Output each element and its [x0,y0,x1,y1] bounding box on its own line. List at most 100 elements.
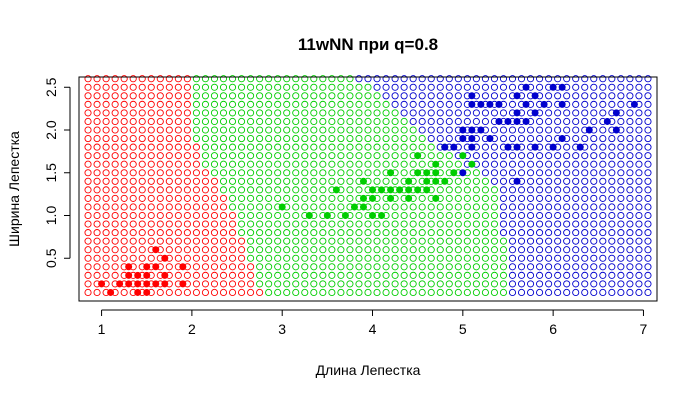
grid-cell-versicolor [292,194,300,202]
grid-cell-virginica [599,271,607,279]
grid-cell-virginica [572,280,580,288]
grid-cell-setosa [84,211,92,220]
grid-cell-virginica [508,254,517,262]
training-point-virginica [450,143,458,151]
grid-cell-setosa [138,135,146,143]
grid-cell-setosa [111,109,119,117]
grid-cell-setosa [93,75,101,83]
grid-cell-versicolor [463,186,471,194]
grid-cell-virginica [391,100,399,108]
grid-cell-versicolor [228,83,237,91]
x-tick-label: 2 [188,321,196,337]
grid-cell-versicolor [454,246,462,254]
grid-cell-virginica [599,211,607,220]
grid-cell-virginica [626,271,634,279]
grid-cell-virginica [536,271,544,279]
grid-cell-virginica [545,109,553,117]
grid-cell-setosa [147,203,155,211]
grid-cell-setosa [147,143,155,151]
grid-cell-versicolor [219,126,228,134]
grid-cell-versicolor [337,169,345,177]
grid-cell-virginica [508,220,517,228]
grid-cell-versicolor [355,211,363,220]
training-point-setosa [161,280,169,288]
grid-cell-setosa [84,177,92,185]
grid-cell-virginica [635,117,643,126]
grid-cell-setosa [192,177,200,185]
grid-cell-versicolor [247,194,255,202]
grid-cell-virginica [527,246,535,254]
grid-cell-setosa [174,83,182,91]
grid-cell-virginica [644,186,652,194]
grid-cell-setosa [93,237,101,245]
grid-cell-versicolor [364,152,372,160]
grid-cell-virginica [635,237,643,245]
grid-cell-virginica [644,229,652,237]
grid-cell-setosa [129,246,137,254]
grid-cell-versicolor [373,135,381,143]
grid-cell-virginica [454,109,462,117]
grid-cell-versicolor [391,211,399,220]
grid-cell-virginica [490,152,498,160]
grid-cell-virginica [536,229,544,237]
grid-cell-versicolor [463,220,471,228]
grid-cell-versicolor [219,92,228,100]
grid-cell-virginica [590,152,598,160]
grid-cell-versicolor [328,194,336,202]
grid-cell-virginica [545,152,553,160]
y-tick-label: 2.5 [43,77,59,97]
grid-cell-virginica [527,229,535,237]
grid-cell-setosa [111,211,119,220]
grid-cell-setosa [238,246,246,254]
grid-cell-versicolor [301,186,309,194]
grid-cell-setosa [165,237,173,245]
grid-cell-versicolor [328,280,336,288]
training-point-setosa [143,271,151,279]
grid-cell-setosa [192,254,200,262]
grid-cell-versicolor [210,160,219,168]
grid-cell-setosa [147,126,155,134]
grid-cell-setosa [156,194,164,202]
grid-cell-setosa [192,271,200,279]
grid-cell-setosa [138,117,146,126]
grid-cell-setosa [147,117,155,126]
grid-cell-virginica [563,203,571,211]
grid-cell-virginica [454,83,462,91]
grid-cell-versicolor [274,220,282,228]
grid-cell-versicolor [310,194,318,202]
grid-cell-virginica [517,194,526,202]
grid-cell-setosa [219,237,228,245]
grid-cell-setosa [174,186,182,194]
grid-cell-virginica [527,177,535,185]
grid-cell-virginica [508,194,517,202]
grid-cell-setosa [111,229,119,237]
grid-cell-versicolor [373,92,381,100]
grid-cell-virginica [581,177,589,185]
grid-cell-virginica [554,92,562,100]
training-point-versicolor [405,186,413,194]
grid-cell-versicolor [337,92,345,100]
grid-cell-versicolor [319,194,327,202]
grid-cell-setosa [247,271,255,279]
grid-cell-setosa [111,237,119,245]
grid-cell-versicolor [301,160,309,168]
grid-cell-versicolor [292,100,300,108]
grid-cell-versicolor [364,117,372,126]
grid-cell-versicolor [256,117,264,126]
grid-cell-setosa [183,271,191,279]
grid-cell-versicolor [418,288,426,297]
grid-cell-versicolor [445,220,453,228]
grid-cell-setosa [129,177,137,185]
grid-cell-setosa [192,280,200,288]
grid-cell-setosa [84,160,92,168]
grid-cell-versicolor [274,100,282,108]
grid-cell-virginica [536,186,544,194]
grid-cell-versicolor [238,186,246,194]
grid-cell-setosa [93,83,101,91]
grid-cell-virginica [554,211,562,220]
grid-cell-virginica [355,75,363,83]
chart-title: 11wNN при q=0.8 [298,35,438,54]
grid-cell-virginica [517,203,526,211]
grid-cell-virginica [536,152,544,160]
grid-cell-setosa [111,152,119,160]
